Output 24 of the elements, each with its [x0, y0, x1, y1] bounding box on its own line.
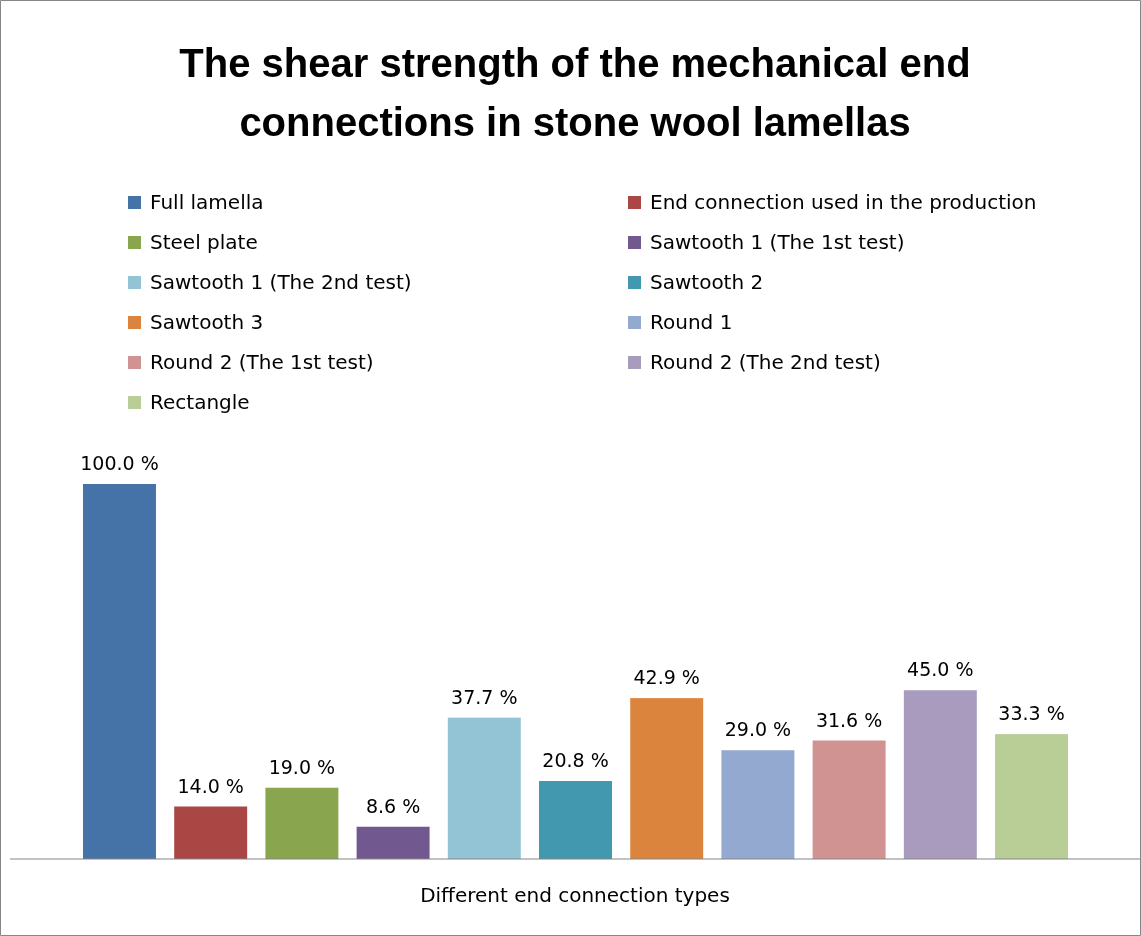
- data-label: 29.0 %: [724, 718, 792, 741]
- chart-title: The shear strength of the mechanical end connections in stone wool lamellas: [179, 41, 971, 144]
- legend-label: Steel plate: [150, 230, 258, 254]
- legend-label: Full lamella: [150, 190, 264, 214]
- data-label: 100.0 %: [80, 452, 159, 474]
- legend-label: Sawtooth 2: [650, 270, 764, 294]
- legend-label: Round 2 (The 2nd test): [650, 350, 881, 374]
- x-axis-title: Different end connection types: [420, 883, 730, 907]
- data-label: 42.9 %: [633, 666, 700, 689]
- legend-label: Sawtooth 1 (The 1st test): [650, 230, 905, 254]
- legend-label: Sawtooth 1 (The 2nd test): [150, 270, 412, 294]
- data-label: 45.0 %: [907, 658, 974, 681]
- data-label: 8.6 %: [365, 794, 421, 817]
- data-label: 20.8 %: [542, 749, 609, 771]
- legend-label: Round 1: [650, 310, 733, 334]
- data-label: 19.0 %: [268, 755, 336, 778]
- data-label: 33.3 %: [998, 702, 1065, 725]
- data-label: 31.6 %: [815, 708, 883, 731]
- data-label: 14.0 %: [177, 774, 244, 797]
- legend-label: Round 2 (The 1st test): [150, 350, 374, 374]
- legend-label: Sawtooth 3: [150, 310, 264, 334]
- legend-label: End connection used in the production: [650, 190, 1037, 214]
- legend-label: Rectangle: [150, 390, 250, 414]
- data-label: 37.7 %: [451, 685, 518, 708]
